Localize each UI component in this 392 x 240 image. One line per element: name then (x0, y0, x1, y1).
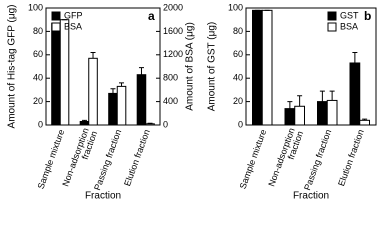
bar (294, 105, 305, 126)
legend-swatch (51, 11, 61, 21)
bar (51, 22, 61, 126)
y-tick-label: 40 (33, 73, 43, 83)
error-bar (81, 119, 87, 122)
error-bar (287, 101, 293, 109)
y-tick-label: 0 (38, 119, 43, 129)
error-bar (110, 88, 116, 94)
bar (116, 85, 127, 126)
panel-label: b (364, 9, 371, 23)
error-bar (362, 118, 368, 121)
bar (59, 19, 70, 126)
y-tick-label: 80 (233, 26, 243, 36)
bar (79, 120, 90, 126)
x-tick-label: Elution fraction (336, 128, 366, 187)
legend-swatch (51, 22, 61, 32)
legend-swatch (327, 22, 337, 32)
bar (359, 119, 370, 126)
y-tick-label: 20 (33, 96, 43, 106)
y2-tick-label: 1200 (163, 49, 183, 59)
y-axis-label: Amount of GST (μg) (207, 22, 218, 112)
bar (317, 101, 328, 126)
error-bar (352, 51, 358, 63)
bar (108, 92, 118, 126)
y-tick-label: 100 (228, 2, 243, 12)
legend-label: GST (340, 10, 359, 20)
plot-frame (245, 7, 377, 126)
y-tick-label: 60 (33, 49, 43, 59)
bar (349, 62, 361, 126)
y-tick-label: 40 (233, 73, 243, 83)
bar (88, 57, 98, 126)
y2-axis-label: Amount of BSA (μg) (185, 22, 196, 111)
y2-tick-label: 0 (163, 119, 168, 129)
x-tick-label: Passing fraction (302, 128, 333, 192)
plot-frame (45, 7, 161, 126)
error-bar (319, 90, 325, 102)
y2-tick-label: 1600 (163, 26, 183, 36)
x-axis-label: Fraction (293, 191, 329, 202)
bar (252, 9, 263, 126)
bar (326, 99, 338, 126)
x-tick-label: Non-adsorptionfraction (267, 127, 306, 191)
bar (261, 9, 273, 126)
x-axis-label: Fraction (85, 191, 121, 202)
bar (136, 74, 147, 126)
panel-label: a (148, 9, 155, 23)
error-bar (138, 67, 144, 75)
error-bar (329, 90, 335, 101)
y-tick-label: 60 (233, 49, 243, 59)
error-bar (119, 82, 125, 87)
y2-tick-label: 400 (163, 96, 178, 106)
y2-tick-label: 2000 (163, 2, 183, 12)
y2-tick-label: 800 (163, 73, 178, 83)
error-bar (297, 95, 303, 107)
y-tick-label: 80 (33, 26, 43, 36)
legend-label: BSA (64, 21, 82, 31)
legend-swatch (327, 11, 337, 21)
legend-label: BSA (340, 21, 358, 31)
bar (284, 108, 296, 126)
y-axis-label: Amount of His-tag GFP (μg) (7, 5, 18, 129)
y-tick-label: 100 (28, 2, 43, 12)
legend-label: GFP (64, 10, 83, 20)
error-bar (147, 122, 153, 124)
y-tick-label: 0 (238, 119, 243, 129)
y-tick-label: 20 (233, 96, 243, 106)
error-bar (90, 51, 96, 59)
x-tick-label: Elution fraction (122, 128, 152, 187)
x-tick-label: Sample mixture (238, 128, 269, 190)
